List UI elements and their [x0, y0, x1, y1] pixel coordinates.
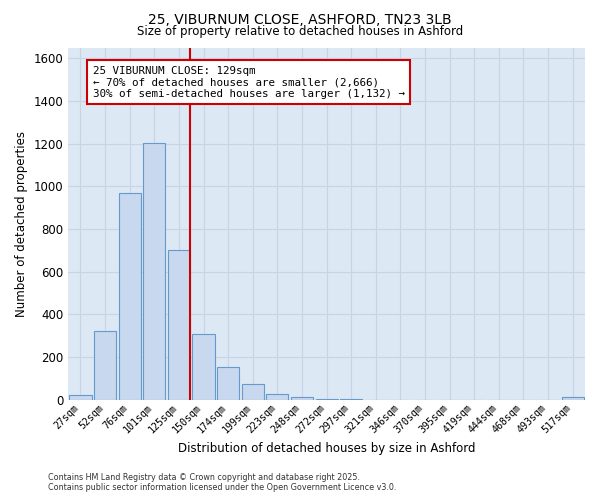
Bar: [562, 397, 584, 400]
Bar: [291, 397, 313, 400]
Text: 25, VIBURNUM CLOSE, ASHFORD, TN23 3LB: 25, VIBURNUM CLOSE, ASHFORD, TN23 3LB: [148, 12, 452, 26]
Bar: [168, 250, 190, 400]
Bar: [340, 398, 362, 400]
Text: Contains HM Land Registry data © Crown copyright and database right 2025.
Contai: Contains HM Land Registry data © Crown c…: [48, 473, 397, 492]
Text: 25 VIBURNUM CLOSE: 129sqm
← 70% of detached houses are smaller (2,666)
30% of se: 25 VIBURNUM CLOSE: 129sqm ← 70% of detac…: [93, 66, 405, 99]
Bar: [242, 384, 264, 400]
Bar: [217, 368, 239, 400]
X-axis label: Distribution of detached houses by size in Ashford: Distribution of detached houses by size …: [178, 442, 475, 455]
Bar: [94, 332, 116, 400]
Text: Size of property relative to detached houses in Ashford: Size of property relative to detached ho…: [137, 25, 463, 38]
Bar: [70, 395, 92, 400]
Y-axis label: Number of detached properties: Number of detached properties: [15, 130, 28, 316]
Bar: [193, 334, 215, 400]
Bar: [316, 398, 338, 400]
Bar: [266, 394, 289, 400]
Bar: [143, 142, 166, 400]
Bar: [119, 192, 141, 400]
